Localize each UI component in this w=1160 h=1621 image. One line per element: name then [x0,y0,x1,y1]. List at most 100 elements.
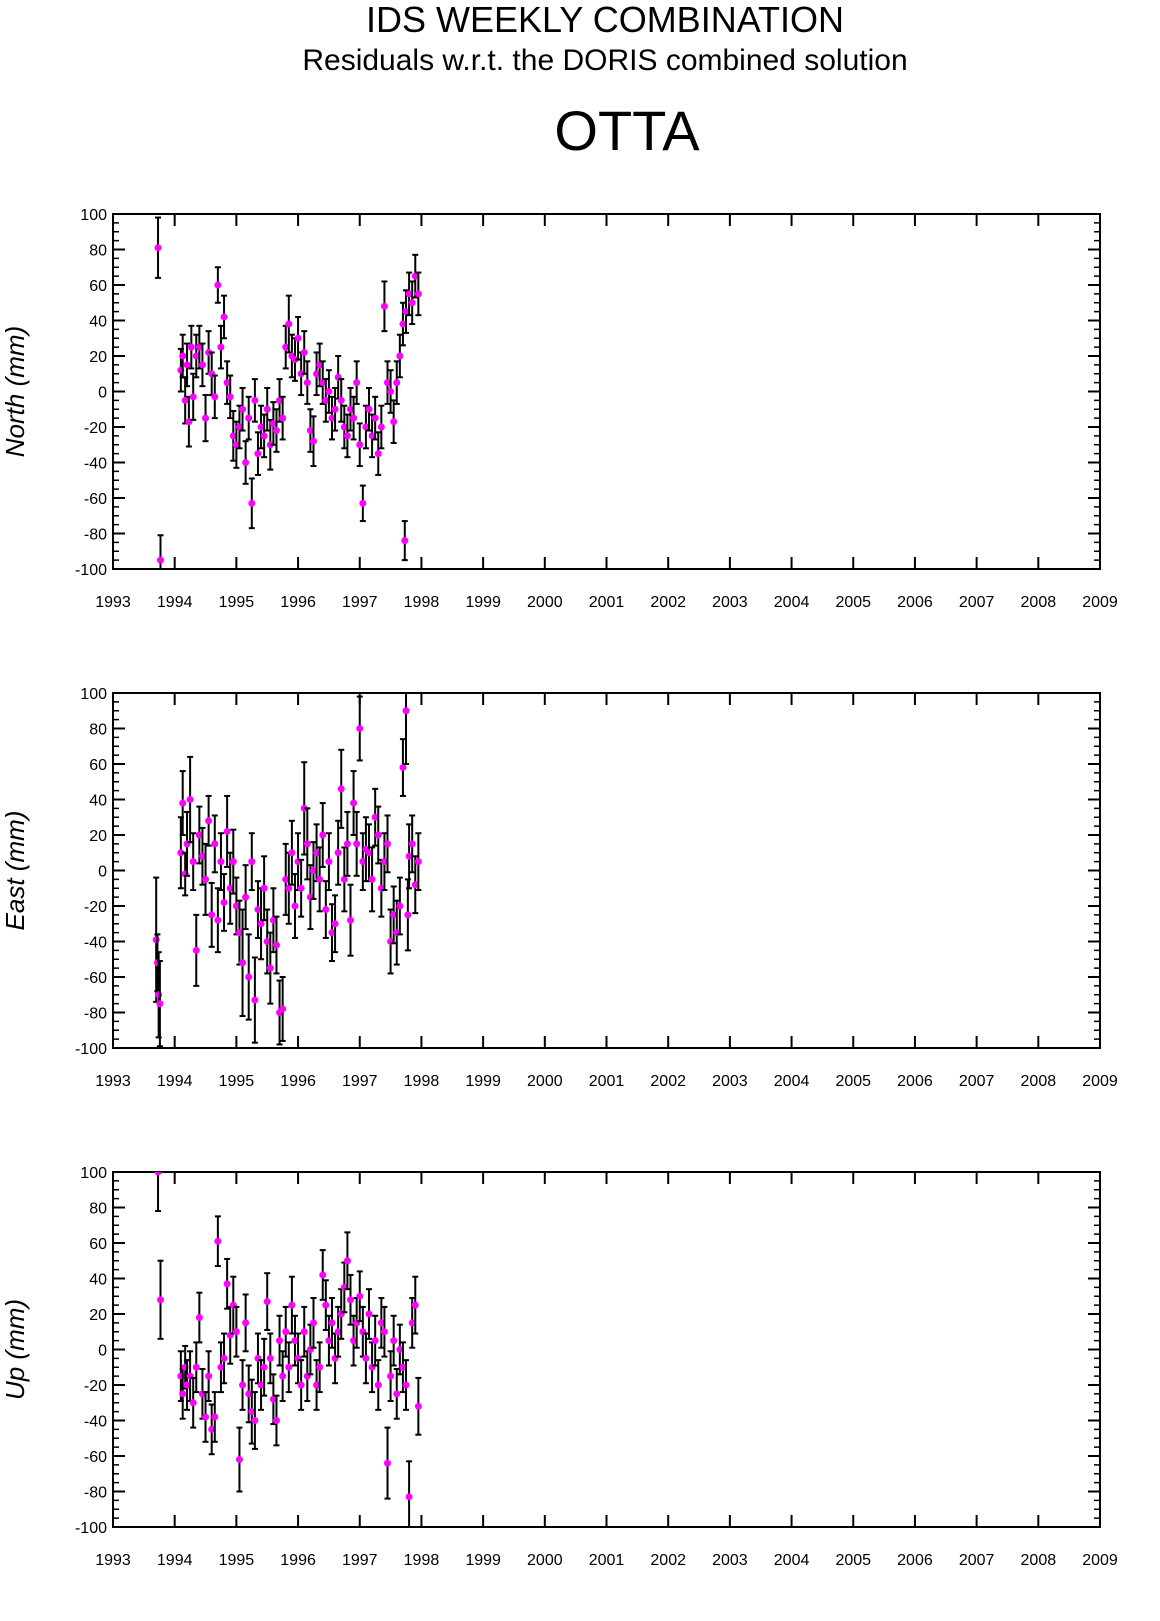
point [346,916,354,924]
x-tick-label: 2000 [527,594,563,611]
point [272,941,280,949]
y-tick-label: 20 [89,1307,107,1324]
point [260,432,268,440]
point [377,423,385,431]
point [291,902,299,910]
point [181,396,189,404]
y-axis-label: East (mm) [0,811,30,931]
point [337,396,345,404]
point [183,1381,191,1389]
point [239,1381,247,1389]
point [177,849,185,857]
y-axis-label: North (mm) [0,326,30,457]
point [156,1296,164,1304]
point [272,1417,280,1424]
point [260,884,268,892]
point [380,302,388,310]
point [257,920,265,928]
y-tick-label: 0 [98,1343,107,1360]
point [288,1301,296,1309]
y-tick-label: -60 [84,491,107,508]
y-tick-label: 100 [80,1165,107,1182]
x-tick-label: 2006 [897,1073,933,1090]
point [195,1314,203,1322]
x-tick-label: 1995 [219,1552,255,1569]
point [325,858,333,866]
point [217,1363,225,1371]
y-tick-label: 40 [89,793,107,810]
y-tick-label: -80 [84,1006,107,1023]
y-axis-label: Up (mm) [0,1299,30,1400]
point [309,867,317,874]
point [183,361,191,369]
point [202,1413,210,1421]
point [285,1363,293,1371]
point [154,1172,162,1176]
point [214,281,222,289]
point [300,1328,308,1336]
y-tick-label: 20 [89,828,107,845]
point [235,1456,243,1464]
point [300,804,308,812]
point [223,827,231,835]
point [254,450,262,458]
x-tick-label: 1997 [342,1073,378,1090]
point [179,799,187,807]
point [303,840,311,848]
y-tick-label: -60 [84,970,107,987]
point [322,906,330,914]
point [211,840,219,848]
point [325,1337,333,1345]
point [374,450,382,458]
point [322,1301,330,1309]
y-tick-label: -100 [75,1520,107,1537]
point [189,1399,197,1407]
point [192,1363,200,1371]
point [408,840,416,848]
point [198,852,206,860]
point [192,946,200,954]
point [251,1417,259,1424]
x-tick-label: 1999 [465,1552,501,1569]
point [282,1328,290,1336]
y-tick-label: 100 [80,207,107,224]
x-tick-label: 2002 [650,594,686,611]
point [217,858,225,866]
point [276,396,284,404]
point [245,973,253,981]
y-tick-label: 0 [98,385,107,402]
point [276,1337,284,1345]
x-tick-label: 2001 [589,1073,625,1090]
point [325,388,333,395]
series [154,216,422,569]
point [214,1237,222,1245]
point [402,1381,410,1389]
point [260,1363,268,1371]
point [205,1372,213,1380]
point [245,414,253,422]
point [368,875,376,883]
series [152,693,422,1048]
x-tick-label: 2009 [1082,1552,1118,1569]
plot-frame [112,1171,1101,1528]
point [248,499,256,507]
point [269,419,277,427]
x-tick-label: 1996 [280,594,316,611]
point [226,884,234,892]
y-tick-label: 20 [89,349,107,366]
point [384,379,392,387]
point [257,423,265,431]
x-tick-label: 1995 [219,1073,255,1090]
station-name: OTTA [554,99,700,162]
point [186,796,194,803]
point [229,858,237,866]
point [371,414,379,422]
point [266,1354,274,1362]
point [220,898,228,906]
x-tick-label: 2001 [589,594,625,611]
point [313,1381,321,1389]
plot-frame [112,213,1101,570]
point [309,437,317,445]
x-tick-label: 1997 [342,594,378,611]
x-tick-label: 1996 [280,1552,316,1569]
